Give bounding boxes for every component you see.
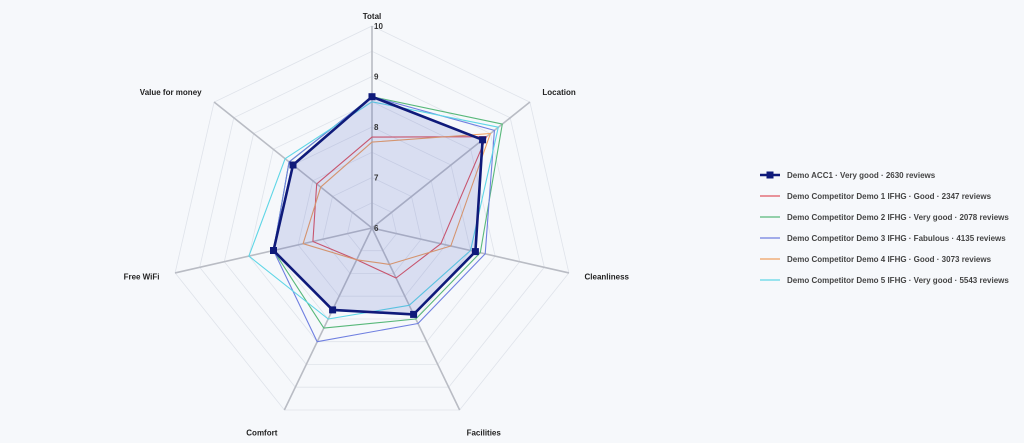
legend-label: Demo ACC1 · Very good · 2630 reviews <box>787 171 936 180</box>
grid-ring <box>199 50 545 388</box>
legend-label: Demo Competitor Demo 5 IFHG · Very good … <box>787 276 1009 285</box>
legend: Demo ACC1 · Very good · 2630 reviews Demo… <box>760 171 1009 285</box>
axis-label-layer: Total Location Cleanliness Facilities Comfor… <box>124 12 630 437</box>
grid-layer <box>174 25 570 411</box>
axis-label: Free WiFi <box>124 273 160 282</box>
tick-label: 6 <box>374 224 379 233</box>
axis-label: Value for money <box>140 88 202 97</box>
axis-label: Location <box>542 88 575 97</box>
axis-label: Comfort <box>246 428 277 437</box>
legend-item[interactable]: Demo Competitor Demo 3 IFHG · Fabulous ·… <box>760 234 1006 243</box>
legend-label: Demo Competitor Demo 1 IFHG · Good · 234… <box>787 192 992 201</box>
series-polygon-1[interactable] <box>312 136 488 279</box>
grid-ring <box>322 177 422 274</box>
grid-ring <box>346 202 398 252</box>
axis-label: Total <box>363 12 382 21</box>
series-polygon-0[interactable] <box>272 95 484 316</box>
series-point-0[interactable] <box>368 93 376 101</box>
legend-item[interactable]: Demo ACC1 · Very good · 2630 reviews <box>760 171 936 180</box>
legend-label: Demo Competitor Demo 2 IFHG · Very good … <box>787 213 1009 222</box>
series-polygon-4[interactable] <box>302 132 491 265</box>
series-point-0[interactable] <box>289 161 297 169</box>
series-point-0[interactable] <box>270 247 277 254</box>
legend-item[interactable]: Demo Competitor Demo 4 IFHG · Good · 307… <box>760 255 992 264</box>
axis-label: Facilities <box>467 428 502 437</box>
tick-layer: 6 7 8 9 10 <box>374 22 383 233</box>
tick-label: 7 <box>374 174 379 183</box>
series-point-0[interactable] <box>471 248 479 256</box>
legend-item[interactable]: Demo Competitor Demo 2 IFHG · Very good … <box>760 213 1009 222</box>
tick-label: 9 <box>374 73 379 82</box>
legend-item[interactable]: Demo Competitor Demo 1 IFHG · Good · 234… <box>760 192 992 201</box>
axis-label: Cleanliness <box>585 273 630 282</box>
grid-ring <box>174 25 570 411</box>
series-point-0[interactable] <box>329 306 337 314</box>
legend-label: Demo Competitor Demo 3 IFHG · Fabulous ·… <box>787 234 1006 243</box>
tick-label: 10 <box>374 22 383 31</box>
legend-label: Demo Competitor Demo 4 IFHG · Good · 307… <box>787 255 992 264</box>
tick-label: 8 <box>374 123 379 132</box>
series-point-0[interactable] <box>410 310 418 318</box>
grid-ring <box>248 101 496 343</box>
series-layer <box>248 93 503 343</box>
axis-spoke <box>371 101 531 229</box>
legend-item[interactable]: Demo Competitor Demo 5 IFHG · Very good … <box>760 276 1009 285</box>
series-point-0[interactable] <box>479 136 487 144</box>
grid-ring <box>297 151 447 297</box>
grid-ring <box>223 76 521 365</box>
legend-marker <box>766 171 774 179</box>
